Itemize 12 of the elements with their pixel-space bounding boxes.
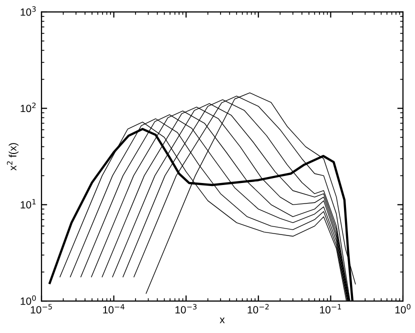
x-tick-label: 10$^{−3}$ [175,304,197,314]
x-tick-label: 10$^{−5}$ [30,304,52,314]
y-tick-label: 10$^{3}$ [20,6,36,16]
x-tick-label: 10$^{−2}$ [248,304,269,314]
y-tick-label: 10$^{1}$ [20,199,36,208]
y-axis-title: x$^{2}$ f(x) [6,143,18,171]
x-tick-label: 10$^{−4}$ [103,304,124,314]
y-tick-label: 10$^{2}$ [20,102,36,112]
x-tick-label: 10$^{0}$ [395,304,410,314]
x-tick-label: 10$^{−1}$ [320,304,342,314]
x-axis-title: x [220,318,225,324]
y-tick-label: 10$^{0}$ [20,295,36,305]
